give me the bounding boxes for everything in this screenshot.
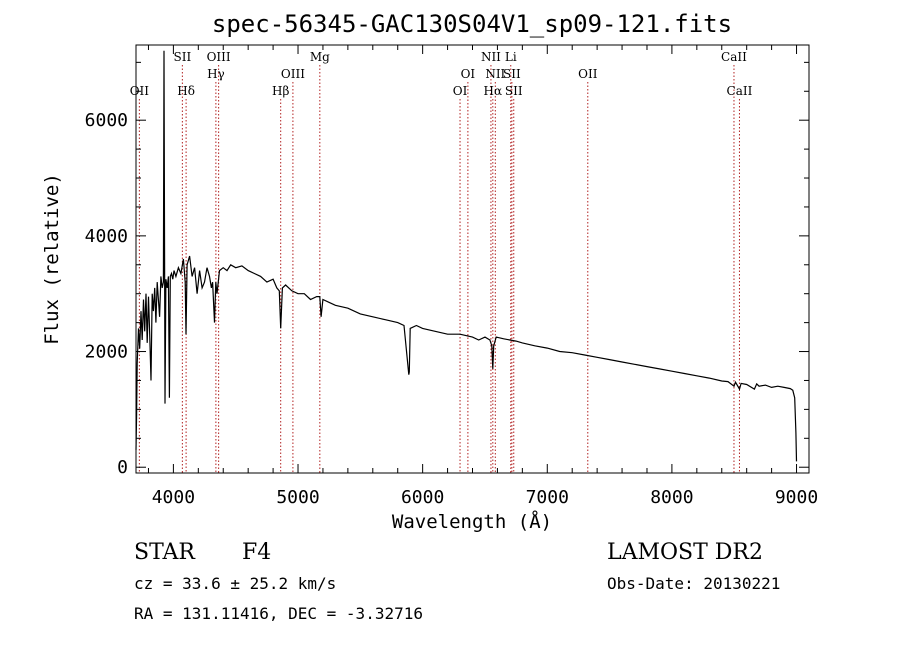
line-marker-label-1: SII	[174, 50, 192, 64]
line-marker-label-13: SII	[503, 67, 521, 81]
line-marker-label-11: Li	[505, 50, 517, 64]
y-tick-label-3: 6000	[85, 110, 128, 131]
y-axis: 0 2000 4000 6000	[85, 61, 809, 478]
line-marker-label-10: NII	[481, 50, 501, 64]
x-tick-label-4: 8000	[650, 487, 693, 508]
line-marker-label-17: CaII	[721, 50, 747, 64]
line-marker-label-12: NII	[485, 67, 505, 81]
emission-line-markers	[138, 65, 740, 473]
x-tick-label-3: 7000	[526, 487, 569, 508]
x-tick-label-2: 6000	[401, 487, 444, 508]
coordinates-text: RA = 131.11416, DEC = -3.32716	[134, 604, 423, 623]
chart-title: spec-56345-GAC130S04V1_sp09-121.fits	[212, 10, 732, 38]
spectrum-line	[135, 50, 798, 462]
line-marker-label-18: CaII	[727, 84, 753, 98]
x-tick-label-5: 9000	[775, 487, 818, 508]
line-marker-label-16: OII	[578, 67, 598, 81]
line-marker-label-7: Mg	[310, 50, 330, 64]
x-axis-label: Wavelength (Å)	[392, 510, 552, 533]
redshift-text: cz = 33.6 ± 25.2 km/s	[134, 574, 336, 593]
object-class: STAR	[134, 540, 196, 565]
y-tick-label-2: 4000	[85, 226, 128, 247]
line-marker-label-9: OI	[461, 67, 476, 81]
line-marker-label-8: OI	[453, 84, 468, 98]
y-tick-label-0: 0	[117, 457, 128, 478]
line-marker-label-14: Hα	[484, 84, 503, 98]
line-marker-label-2: Hδ	[177, 84, 195, 98]
line-marker-label-5: Hβ	[272, 84, 289, 98]
plot-frame	[135, 44, 810, 474]
survey-name: LAMOST DR2	[607, 540, 763, 565]
y-axis-label: Flux (relative)	[41, 173, 63, 345]
obs-date-text: Obs-Date: 20130221	[607, 574, 780, 593]
x-axis: 4000 5000 6000 7000 8000 9000	[147, 45, 818, 508]
line-marker-label-15: SII	[505, 84, 523, 98]
line-marker-label-4: Hγ	[207, 67, 225, 81]
y-tick-label-1: 2000	[85, 342, 128, 363]
object-subclass: F4	[242, 540, 271, 565]
x-tick-label-0: 4000	[152, 487, 195, 508]
x-tick-label-1: 5000	[276, 487, 319, 508]
line-marker-label-3: OIII	[207, 50, 231, 64]
line-marker-label-6: OIII	[281, 67, 305, 81]
